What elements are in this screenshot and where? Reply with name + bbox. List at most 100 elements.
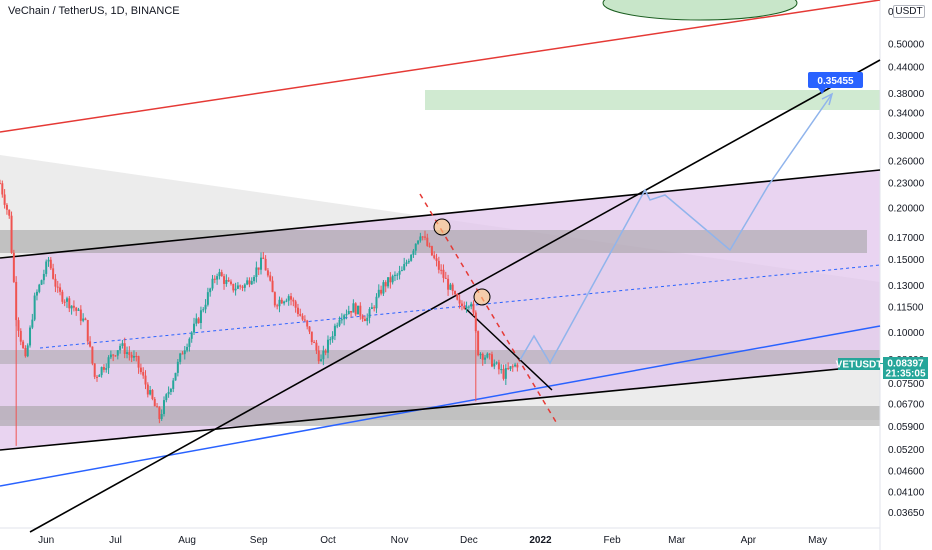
target-tag-pointer — [818, 88, 826, 94]
candle-body — [370, 307, 373, 309]
y-tick-label: 0.03650 — [888, 508, 925, 519]
candle-body — [426, 237, 429, 246]
candle-body — [218, 272, 221, 277]
candle-body — [308, 326, 311, 332]
x-tick-label: Aug — [178, 535, 196, 546]
symbol-tag-label: VETUSDT — [836, 360, 883, 371]
candle-body — [306, 320, 309, 327]
candle-body — [472, 303, 475, 313]
candle-body — [33, 295, 36, 320]
y-tick-label: 0.05200 — [888, 445, 925, 456]
candle-body — [12, 252, 15, 282]
x-tick-label: Dec — [460, 535, 478, 546]
candle-body — [31, 319, 34, 328]
currency-label[interactable]: USDT — [893, 5, 925, 18]
candle-body — [144, 375, 147, 385]
candle-body — [303, 319, 306, 321]
candle-body — [172, 380, 175, 389]
y-tick-label: 0.11500 — [888, 303, 924, 314]
candle-body — [393, 274, 396, 276]
candle-body — [377, 289, 380, 297]
symbol-title: VeChain / TetherUS, 1D, BINANCE — [8, 5, 180, 17]
candle-body — [75, 307, 78, 311]
candle-body — [158, 407, 161, 420]
target-tag-box — [808, 72, 863, 88]
candle-body — [283, 301, 286, 304]
support-band-upper — [0, 350, 880, 364]
candle-body — [287, 296, 290, 301]
projection-path — [519, 93, 833, 365]
candle-body — [444, 277, 447, 279]
candle-body — [301, 315, 304, 320]
candle-body — [216, 276, 219, 280]
price-tag-countdown: 21:35:05 — [885, 369, 925, 380]
candle-body — [146, 384, 149, 395]
y-tick-label: 0.50000 — [888, 40, 925, 51]
candle-body — [188, 338, 191, 347]
candle-body — [292, 299, 295, 302]
candle-body — [454, 291, 457, 295]
breakout-marker-circle — [473, 288, 491, 306]
candle-body — [329, 339, 332, 341]
candle-body — [421, 236, 424, 238]
candle-body — [19, 330, 22, 342]
candle-body — [396, 274, 399, 276]
candle-body — [15, 281, 18, 321]
candle-body — [264, 258, 267, 271]
target-price-tag: 0.35455 — [808, 72, 863, 94]
candle-body — [262, 257, 265, 259]
candle-body — [29, 327, 32, 346]
candle-body — [481, 353, 484, 360]
y-tick-label: 0.23000 — [888, 179, 925, 190]
x-tick-label: 2022 — [529, 535, 552, 546]
candle-body — [105, 368, 108, 370]
y-tick-label: 0.06700 — [888, 399, 925, 410]
price-tag-value: 0.08397 — [887, 359, 924, 370]
candle-body — [8, 209, 11, 216]
y-tick-label: 0.04100 — [888, 487, 925, 498]
candle-body — [213, 278, 216, 280]
y-tick-label: 0.38000 — [888, 89, 925, 100]
channel-lower-line — [0, 364, 881, 451]
candle-body — [449, 284, 452, 290]
candle-body — [484, 357, 487, 360]
candle-body — [299, 314, 302, 316]
candle-body — [209, 288, 212, 293]
candle-body — [363, 318, 366, 322]
candle-body — [227, 280, 230, 282]
candle-body — [271, 280, 274, 293]
candle-body — [412, 250, 415, 255]
candle-body — [250, 281, 253, 285]
candle-body — [336, 325, 339, 327]
candle-body — [477, 331, 480, 356]
candle-body — [174, 372, 177, 381]
x-tick-label: Mar — [668, 535, 686, 546]
candle-body — [179, 353, 182, 362]
candle-body — [56, 286, 59, 288]
candle-body — [98, 375, 101, 377]
y-tick-label: 0.04600 — [888, 467, 925, 478]
candle-body — [26, 345, 29, 357]
y-tick-label: 0.44000 — [888, 63, 925, 74]
candle-body — [91, 346, 94, 364]
candle-body — [352, 303, 355, 313]
candle-body — [241, 286, 244, 288]
candle-body — [176, 361, 179, 373]
candle-body — [465, 306, 468, 309]
candle-body — [280, 299, 283, 304]
candle-body — [153, 398, 156, 407]
candle-body — [82, 318, 85, 321]
y-tick-label: 0.34000 — [888, 109, 925, 120]
candle-body — [206, 292, 209, 305]
candle-body — [493, 363, 496, 367]
candle-body — [290, 296, 293, 300]
candle-body — [451, 284, 454, 292]
candle-body — [45, 261, 48, 274]
y-tick-label: 0.07500 — [888, 379, 925, 390]
x-tick-label: Apr — [741, 535, 757, 546]
candle-body — [326, 339, 329, 353]
candle-body — [132, 355, 135, 358]
candle-body — [266, 270, 269, 276]
